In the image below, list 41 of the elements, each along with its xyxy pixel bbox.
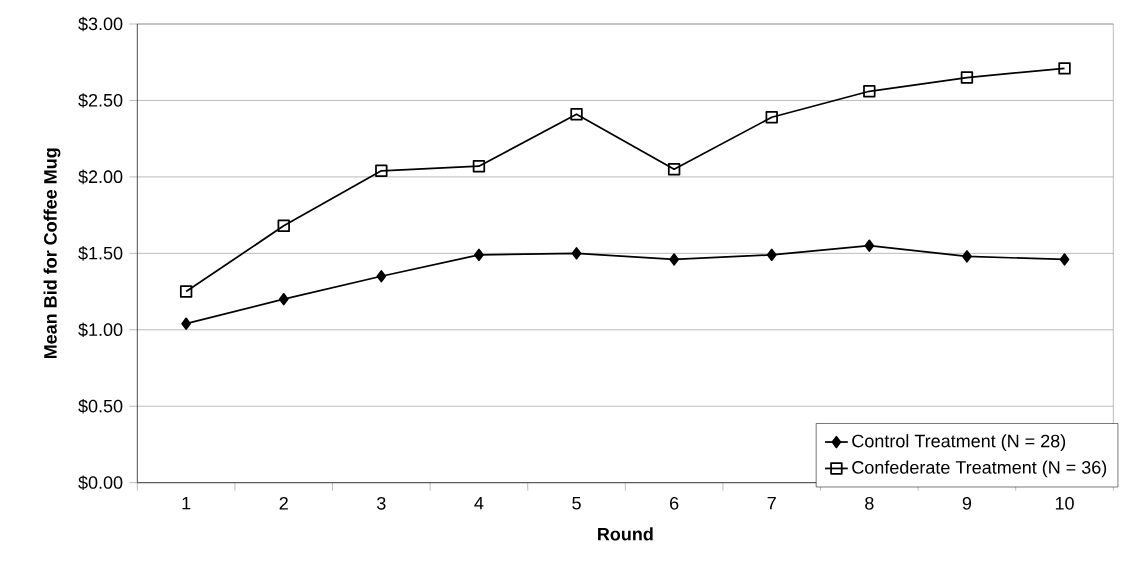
x-axis-title: Round (598, 527, 653, 541)
point (667, 163, 681, 176)
x-tick-label: 8 (865, 496, 874, 510)
point (181, 317, 191, 330)
point (277, 219, 290, 233)
point (179, 285, 193, 298)
x-tick-label: 3 (377, 496, 386, 510)
point (1058, 62, 1071, 75)
y-tick-label: $3.00 (78, 16, 123, 32)
y-tick-label: $1.50 (78, 246, 123, 261)
legend-label: Confederate Treatment (N = 36) (852, 460, 1107, 478)
point (765, 111, 778, 124)
y-tick-label: $1.00 (78, 322, 123, 338)
x-tick-label: 4 (474, 496, 484, 510)
x-tick-label: 10 (1055, 496, 1074, 510)
point (669, 253, 679, 266)
point (962, 250, 972, 263)
legend-label: Control Treatment (N = 28) (852, 434, 1066, 451)
x-tick-label: 2 (279, 496, 288, 510)
point (570, 108, 583, 121)
point (375, 164, 388, 177)
y-tick-label: $2.00 (78, 169, 123, 185)
x-tick-label: 1 (182, 496, 191, 510)
y-tick-label: $0.50 (78, 398, 123, 414)
x-tick-label: 6 (670, 496, 679, 510)
y-tick-label: $2.50 (78, 93, 123, 108)
point (376, 270, 387, 283)
point (960, 71, 974, 84)
point (864, 239, 875, 252)
point (474, 248, 484, 262)
point (472, 159, 486, 173)
x-tick-label: 9 (962, 496, 972, 510)
point (1059, 253, 1070, 266)
point (571, 247, 582, 260)
y-tick-label: $0.00 (78, 475, 123, 490)
y-axis-title: Mean Bid for Coffee Mug (43, 148, 61, 359)
x-tick-label: 5 (572, 496, 581, 510)
point (766, 248, 777, 262)
point (278, 293, 289, 306)
x-tick-label: 7 (767, 496, 776, 510)
point (863, 85, 876, 98)
